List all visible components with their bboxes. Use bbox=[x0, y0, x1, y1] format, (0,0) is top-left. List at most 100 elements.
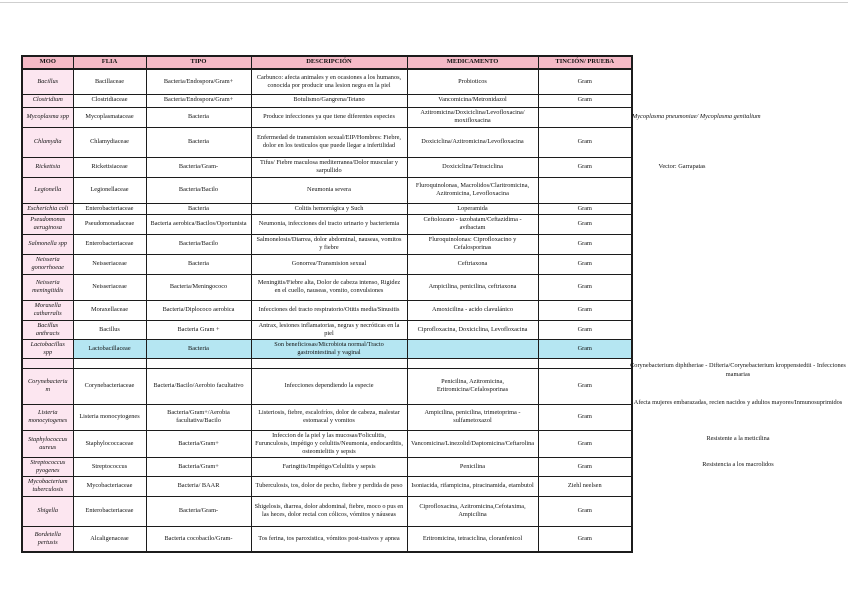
table-cell: Ciprofloxacina, Doxiciclina, Levofloxaci… bbox=[406, 319, 539, 340]
table-row: Escherichia coli Enterobacteriaceae Bacter… bbox=[21, 202, 633, 215]
table-cell: Meningitis/Fiebre alta, Dolor de cabeza … bbox=[250, 273, 408, 301]
table-cell: Colitis hemorrágica y Such bbox=[250, 202, 408, 215]
table-cell: Infeccion de la piel y las mucosas/Folic… bbox=[250, 429, 408, 458]
moo-cell: Salmonella spp bbox=[21, 233, 74, 255]
table-row: Rickettsia Rickettsiaceae Bacteria/Gram- Ti… bbox=[21, 156, 633, 178]
table-cell: Gonorrea/Transmision sexual bbox=[250, 253, 408, 275]
table-cell: Listeriosis, fiebre, escalofríos, dolor … bbox=[250, 403, 408, 431]
moo-cell: Bacillus bbox=[21, 68, 74, 95]
side-note-mycoplasma-species: Mycoplasma pneumoniae/ Mycoplasma genita… bbox=[632, 113, 761, 120]
table-cell: Lactobacillaceae bbox=[72, 338, 147, 359]
table-row: Lactobacillus spp Lactobacillaceae Bacteri… bbox=[21, 338, 633, 359]
table-cell: Tifus/ Fiebre maculosa mediterranea/Dolo… bbox=[250, 156, 408, 178]
moo-cell: Lactobacillus spp bbox=[21, 338, 74, 359]
table-cell: Neumonia, infecciones del tracto urinari… bbox=[250, 213, 408, 235]
table-cell bbox=[537, 106, 633, 128]
table-cell: Bacteria/ BAAR bbox=[145, 475, 252, 497]
table-cell: Gram bbox=[537, 299, 633, 321]
table-cell: Neumonia severa bbox=[250, 176, 408, 204]
moo-cell: Moraxella catharralis bbox=[21, 299, 74, 321]
table-cell: Infecciones dependiendo la especie bbox=[250, 367, 408, 405]
table-cell: Botulismo/Gangrena/Tetano bbox=[250, 93, 408, 108]
side-note-corynebacterium-species: Corynebacterium diphtheriae - Difteria/C… bbox=[630, 362, 846, 379]
table-cell: Gram bbox=[537, 68, 633, 95]
table-cell: Bacteria cocobacilo/Gram- bbox=[145, 525, 252, 553]
table-cell: Bacteria bbox=[145, 106, 252, 128]
table-cell: Bacteria bbox=[145, 338, 252, 359]
table-cell: Chlamydiaceae bbox=[72, 126, 147, 158]
table-cell bbox=[145, 357, 252, 369]
table-row: Bordetella pertusis Alcaligenaceae Bacteri… bbox=[21, 525, 633, 553]
moo-cell bbox=[21, 357, 74, 369]
table-cell: Vancomicina/Metronidazol bbox=[406, 93, 539, 108]
table-cell: Mycobacteriaceae bbox=[72, 475, 147, 497]
table-cell: Listeria monocytogenes bbox=[72, 403, 147, 431]
table-cell: Legionellaceae bbox=[72, 176, 147, 204]
table-cell: Tuberculosis, tos, dolor de pecho, fiebr… bbox=[250, 475, 408, 497]
table-cell bbox=[537, 176, 633, 204]
header-moo: MOO bbox=[21, 55, 74, 70]
header-tipo: TIPO bbox=[145, 55, 252, 70]
table-cell: Bacteria/Gram- bbox=[145, 156, 252, 178]
table-cell: Enterobacteriaceae bbox=[72, 202, 147, 215]
table-cell: Produce infecciones ya que tiene diferen… bbox=[250, 106, 408, 128]
header-descripcion: DESCRIPCIÓN bbox=[250, 55, 408, 70]
table-cell: Gram bbox=[537, 367, 633, 405]
table-row: Legionella Legionellaceae Bacteria/Bacilo N… bbox=[21, 176, 633, 204]
table-cell: Clostridiaceae bbox=[72, 93, 147, 108]
table-cell: Moraxellaceae bbox=[72, 299, 147, 321]
table-cell: Bacteria/Gram+/Aerobia facultativa/Bacil… bbox=[145, 403, 252, 431]
moo-cell: Shigella bbox=[21, 495, 74, 527]
table-cell: Gram bbox=[537, 156, 633, 178]
microorganisms-table: MOO FLIA TIPO DESCRIPCIÓN MEDICAMENTO TI… bbox=[21, 55, 633, 554]
moo-cell: Rickettsia bbox=[21, 156, 74, 178]
table-cell: Gram bbox=[537, 338, 633, 359]
table-cell: Bacteria/Bacilo bbox=[145, 176, 252, 204]
table-row: Staphylococcus aureus Staphylococcaceae Ba… bbox=[21, 429, 633, 458]
table-cell: Gram bbox=[537, 525, 633, 553]
table-cell: Alcaligenaceae bbox=[72, 525, 147, 553]
table-cell bbox=[537, 357, 633, 369]
header-medicamento: MEDICAMENTO bbox=[406, 55, 539, 70]
table-cell: Fluroquinolonas: Ciprofloxacino y Cefalo… bbox=[406, 233, 539, 255]
table-cell: Gram bbox=[537, 273, 633, 301]
table-cell: Enterobacteriaceae bbox=[72, 495, 147, 527]
table-row: Mycobacterium tuberculosis Mycobacteriace… bbox=[21, 475, 633, 497]
table-cell: Gram bbox=[537, 213, 633, 235]
table-cell: Antrax, lesiones inflamatorias, negras y… bbox=[250, 319, 408, 340]
table-cell: Gram bbox=[537, 93, 633, 108]
table-cell: Gram bbox=[537, 456, 633, 477]
table-cell: Bacteria bbox=[145, 202, 252, 215]
table-cell: Rickettsiaceae bbox=[72, 156, 147, 178]
table-cell: Probioticos bbox=[406, 68, 539, 95]
table-header-row: MOO FLIA TIPO DESCRIPCIÓN MEDICAMENTO TI… bbox=[21, 55, 633, 70]
table-cell: Faringitis/Impétigo/Celulitis y sepsis bbox=[250, 456, 408, 477]
table-cell: Isoniacida, rifampicina, piracinamida, e… bbox=[406, 475, 539, 497]
moo-cell: Mycobacterium tuberculosis bbox=[21, 475, 74, 497]
table-cell: Neisseriaceae bbox=[72, 273, 147, 301]
table-body: Bacillus Bacillaceae Bacteria/Endospora/Gr… bbox=[21, 68, 633, 553]
table-cell: Gram bbox=[537, 253, 633, 275]
table-row: Salmonella spp Enterobacteriaceae Bacteria… bbox=[21, 233, 633, 255]
side-note-staphylococcus-resistance: Resistente a la meticilina bbox=[706, 435, 770, 442]
moo-cell: Pseudomonas aeruginosa bbox=[21, 213, 74, 235]
table-cell: Ciprofloxacina, Azitromicina,Cefotaxima,… bbox=[406, 495, 539, 527]
table-cell: Shigelosis, diarrea, dolor abdominal, fi… bbox=[250, 495, 408, 527]
table-cell: Bacillus bbox=[72, 319, 147, 340]
table-cell: Amoxicilina - acido clavulánico bbox=[406, 299, 539, 321]
table-cell: Vancomicina/Linezolid/Daptomicina/Ceftar… bbox=[406, 429, 539, 458]
header-flia: FLIA bbox=[72, 55, 147, 70]
table-cell: Ceftriaxona bbox=[406, 253, 539, 275]
table-cell: Penicilina, Azitromicina, Eritromicina/C… bbox=[406, 367, 539, 405]
table-cell: Bacteria/Bacilo bbox=[145, 233, 252, 255]
table-row: Bacillus Bacillaceae Bacteria/Endospora/Gr… bbox=[21, 68, 633, 95]
table-cell: Eritromicina, tetraciclina, cloranfenico… bbox=[406, 525, 539, 553]
table-cell: Penicilina bbox=[406, 456, 539, 477]
table-cell: Bacteria/Bacilo/Aerobio facultativo bbox=[145, 367, 252, 405]
table-cell: Gram bbox=[537, 126, 633, 158]
table-row: Moraxella catharralis Moraxellaceae Bacter… bbox=[21, 299, 633, 321]
table-row bbox=[21, 357, 633, 369]
table-cell: Bacteria aerobica/Bacilos/Oportunista bbox=[145, 213, 252, 235]
table-cell: Enfermedad de transmision sexual/EIP/Hom… bbox=[250, 126, 408, 158]
